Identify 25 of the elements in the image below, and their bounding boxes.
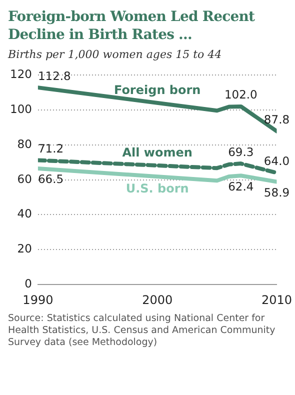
series-label: Foreign born [114, 83, 201, 98]
chart-title: Foreign-born Women Led Recent Decline in Birth Rates ... [8, 8, 256, 44]
data-label: 58.9 [264, 185, 290, 200]
y-tick-label: 100 [10, 102, 32, 116]
data-label: 102.0 [224, 88, 258, 102]
data-label: 87.8 [264, 112, 290, 126]
data-label: 66.5 [38, 172, 64, 186]
source-note: Source: Statistics calculated using National Center for Health Statistics, U.S. Census and American Community Survey data (see Methodology) [8, 313, 276, 349]
y-tick-label: 80 [17, 136, 32, 151]
data-label: 64.0 [264, 154, 290, 168]
y-tick-label: 0 [24, 276, 32, 291]
x-tick-label: 2000 [142, 292, 173, 307]
data-label: 62.4 [228, 179, 254, 194]
y-tick-label: 40 [17, 206, 32, 221]
y-tick-label: 20 [17, 242, 32, 256]
x-tick-label: 1990 [22, 292, 54, 307]
series-label: All women [122, 146, 192, 160]
data-label: 112.8 [38, 68, 71, 83]
x-tick-label: 2010 [261, 292, 292, 307]
y-tick-label: 60 [17, 172, 32, 186]
chart-subtitle: Births per 1,000 women ages 15 to 44 [8, 48, 223, 61]
series-label: U.S. born [126, 182, 189, 196]
data-label: 69.3 [228, 144, 254, 159]
y-tick-label: 120 [10, 66, 32, 81]
data-label: 71.2 [38, 141, 64, 156]
